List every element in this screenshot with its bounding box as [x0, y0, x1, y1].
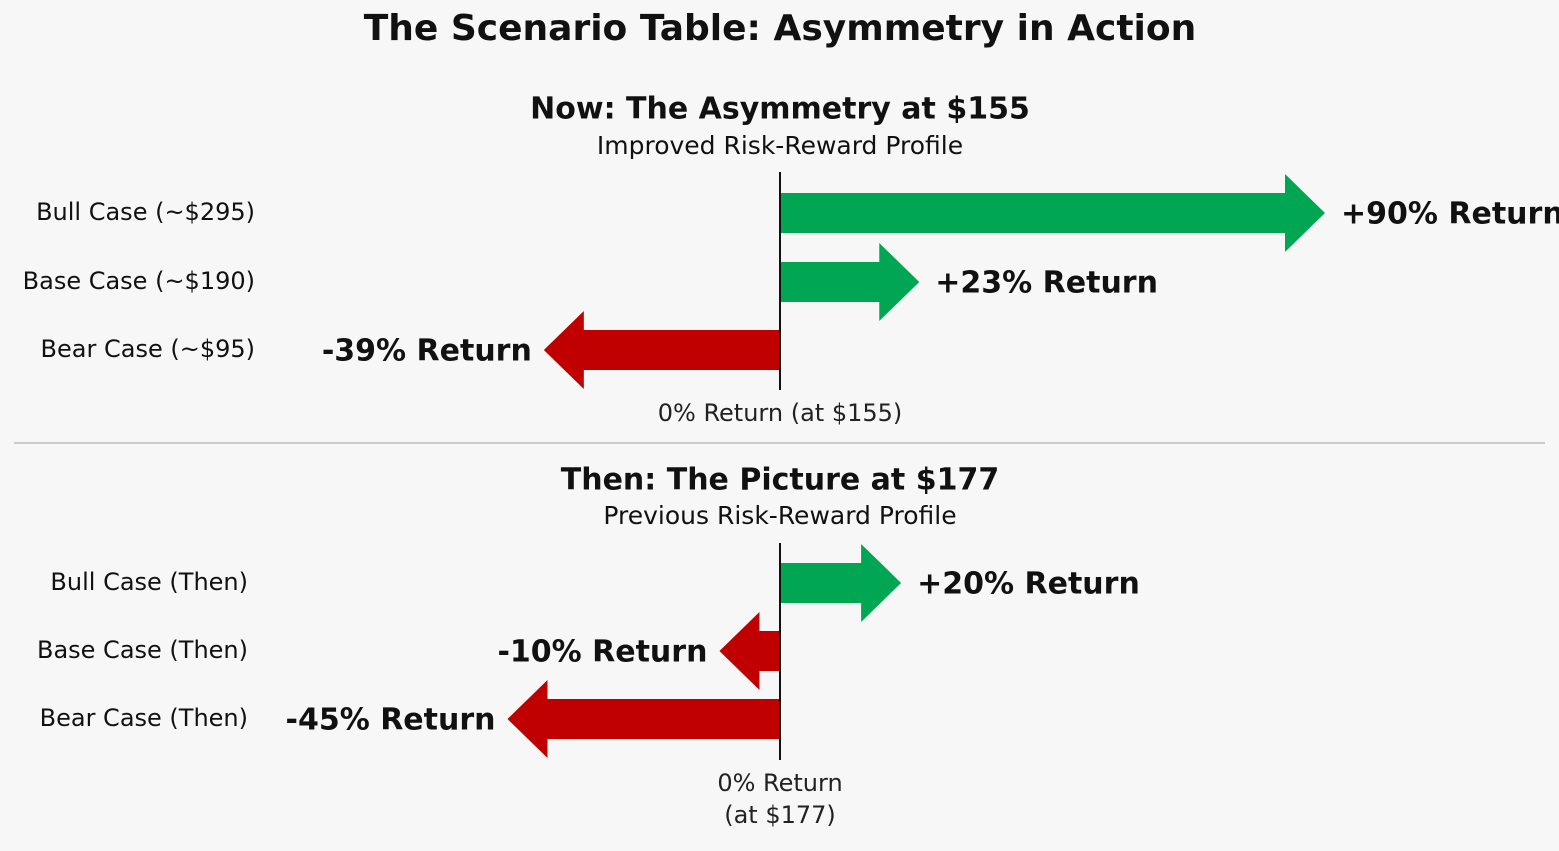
category-label: Bear Case (Then): [40, 704, 248, 732]
value-label: -39% Return: [322, 334, 532, 369]
chart-subtitle: Previous Risk-Reward Profile: [603, 501, 956, 530]
arrow-bar: [507, 680, 780, 758]
chart-subtitle: Improved Risk-Reward Profile: [597, 131, 963, 160]
arrow-bar: [780, 243, 920, 321]
category-label: Bull Case (Then): [50, 568, 248, 596]
arrow-bar: [543, 311, 780, 389]
value-label: +23% Return: [935, 266, 1158, 301]
arrow-bar: [719, 612, 780, 690]
chart-title: Now: The Asymmetry at $155: [530, 92, 1030, 127]
chart-title: Then: The Picture at $177: [561, 463, 999, 498]
arrow-bar: [780, 544, 902, 622]
category-label: Bull Case (~$295): [36, 198, 255, 226]
zero-label: 0% Return (at $155): [657, 399, 903, 427]
value-label: +20% Return: [917, 567, 1140, 602]
category-label: Bear Case (~$95): [41, 335, 255, 363]
value-label: +90% Return: [1341, 197, 1559, 232]
category-label: Base Case (~$190): [23, 267, 255, 295]
zero-label: 0% Return (at $177): [717, 769, 843, 829]
arrow-bar: [780, 174, 1325, 252]
value-label: -10% Return: [497, 635, 707, 670]
page-title: The Scenario Table: Asymmetry in Action: [364, 8, 1197, 49]
value-label: -45% Return: [286, 703, 496, 738]
category-label: Base Case (Then): [37, 636, 248, 664]
